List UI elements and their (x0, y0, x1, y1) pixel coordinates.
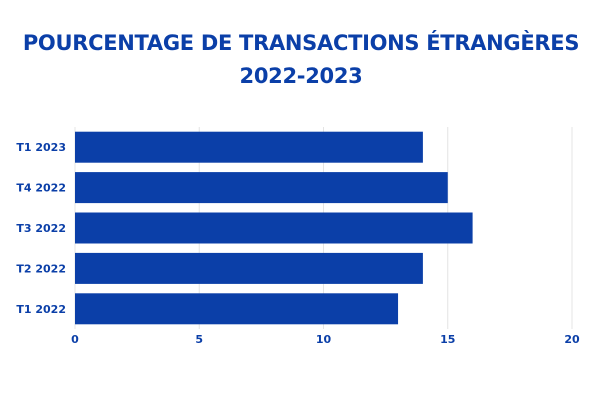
bar (75, 212, 473, 244)
y-tick-label: T2 2022 (16, 262, 66, 275)
bars (75, 131, 473, 325)
y-tick-label: T4 2022 (16, 182, 66, 195)
chart-title-block: POURCENTAGE DE TRANSACTIONS ÉTRANGÈRES 2… (0, 27, 602, 93)
x-tick-label: 10 (316, 333, 332, 346)
y-tick-label: T1 2022 (16, 303, 66, 316)
y-axis-labels: T1 2023 T4 2022 T3 2022 T2 2022 T1 2022 (16, 141, 66, 316)
bar (75, 172, 448, 204)
y-tick-label: T1 2023 (16, 141, 66, 154)
x-tick-label: 15 (440, 333, 455, 346)
x-tick-label: 0 (71, 333, 79, 346)
x-tick-label: 20 (564, 333, 580, 346)
bar (75, 293, 399, 325)
bar (75, 252, 423, 284)
x-axis-labels: 0 5 10 15 20 (71, 333, 580, 346)
x-tick-label: 5 (195, 333, 203, 346)
chart-title: POURCENTAGE DE TRANSACTIONS ÉTRANGÈRES (22, 31, 580, 55)
y-tick-label: T3 2022 (16, 222, 66, 235)
chart-subtitle: 2022-2023 (239, 64, 363, 88)
bar (75, 131, 423, 163)
